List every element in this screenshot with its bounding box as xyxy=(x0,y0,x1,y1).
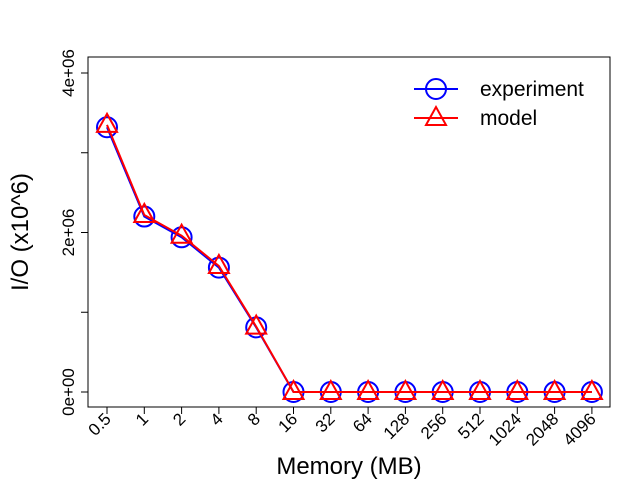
data-point-model xyxy=(393,378,418,400)
data-point-model xyxy=(207,252,231,274)
data-point-model xyxy=(505,378,529,400)
series-experiment xyxy=(96,116,603,403)
x-tick-label: 4096 xyxy=(560,409,600,449)
legend: experiment model xyxy=(414,78,584,130)
legend-marker-model xyxy=(424,104,448,126)
data-point-model xyxy=(281,378,306,400)
data-point-model xyxy=(95,111,119,133)
data-point-experiment xyxy=(96,116,118,139)
series-line-model xyxy=(106,124,592,393)
y-tick-label: 0e+00 xyxy=(59,368,78,416)
data-point-experiment xyxy=(170,226,193,249)
x-tick-label: 1024 xyxy=(485,409,525,449)
x-tick-label: 512 xyxy=(454,409,487,442)
x-tick-label: 1 xyxy=(132,409,152,429)
legend-label: model xyxy=(480,107,537,130)
x-tick-label: 2 xyxy=(169,409,189,429)
x-tick-label: 0.5 xyxy=(85,409,115,439)
x-tick-label: 8 xyxy=(244,409,264,429)
series-model xyxy=(95,111,604,400)
data-point-model xyxy=(542,378,567,400)
data-point-model xyxy=(468,378,492,400)
x-tick-label: 2048 xyxy=(522,409,562,449)
legend-marker-experiment xyxy=(425,78,447,100)
series-line-experiment xyxy=(106,126,592,393)
legend-item-experiment: experiment xyxy=(414,78,584,101)
x-tick-label: 256 xyxy=(417,409,450,442)
data-point-model xyxy=(132,201,156,223)
data-point-model xyxy=(169,222,194,244)
data-point-model xyxy=(431,378,455,400)
y-axis-title: I/O (x10^6) xyxy=(7,173,34,291)
y-tick-label: 2e+06 xyxy=(59,209,78,257)
data-point-model xyxy=(244,313,268,335)
y-axis: 0e+00 2e+06 4e+06 xyxy=(59,49,89,416)
x-axis-title: Memory (MB) xyxy=(276,453,421,480)
x-tick-label: 4 xyxy=(207,409,227,429)
y-tick-label: 4e+06 xyxy=(59,49,78,97)
legend-item-model: model xyxy=(414,104,537,130)
data-point-model xyxy=(319,378,343,400)
x-tick-label: 16 xyxy=(275,409,302,436)
legend-label: experiment xyxy=(480,78,584,101)
series-layer xyxy=(95,111,604,403)
data-point-model xyxy=(580,378,604,400)
x-tick-label: 32 xyxy=(312,409,339,436)
data-point-model xyxy=(356,378,380,400)
data-point-experiment xyxy=(207,256,230,279)
x-tick-label: 64 xyxy=(349,409,376,436)
x-tick-label: 128 xyxy=(380,409,413,442)
data-point-experiment xyxy=(133,205,156,228)
